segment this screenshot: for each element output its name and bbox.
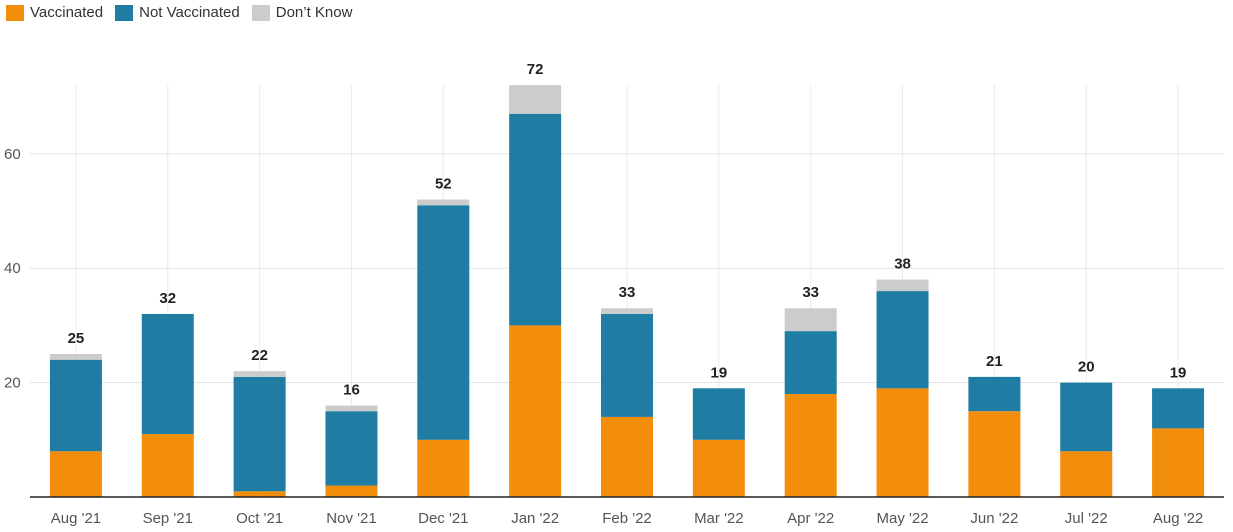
total-label: 19: [1170, 364, 1187, 381]
y-tick-label: 20: [4, 375, 21, 392]
x-tick-label: Nov '21: [326, 510, 376, 527]
legend-swatch-vaccinated: [6, 4, 24, 21]
x-tick-label: Jul '22: [1065, 510, 1108, 527]
bar-segment-vaccinated: [509, 325, 562, 497]
x-tick-label: Aug '22: [1153, 510, 1203, 527]
bar-segment-dont-know: [49, 354, 102, 360]
total-label: 38: [894, 256, 911, 273]
x-tick-label: Feb '22: [602, 510, 652, 527]
bar-segment-not-vaccinated: [417, 205, 470, 440]
y-tick-label: 40: [4, 260, 21, 277]
bar-segment-dont-know: [509, 85, 562, 114]
bar-segment-vaccinated: [968, 411, 1021, 497]
x-tick-label: Aug '21: [51, 510, 101, 527]
bar-segment-vaccinated: [141, 434, 194, 497]
legend-item-dont-know[interactable]: Don’t Know: [251, 4, 353, 21]
bar-segment-vaccinated: [1152, 428, 1205, 497]
x-tick-label: Apr '22: [787, 510, 834, 527]
bar-segment-not-vaccinated: [49, 359, 102, 452]
x-tick-label: Dec '21: [418, 510, 468, 527]
bar-segment-not-vaccinated: [692, 388, 745, 440]
legend-label-not-vaccinated: Not Vaccinated: [139, 4, 240, 21]
bar-segment-dont-know: [417, 199, 470, 206]
bar-segment-not-vaccinated: [509, 113, 562, 326]
bar-segment-vaccinated: [49, 451, 102, 497]
bars: [49, 85, 1205, 497]
chart-legend: Vaccinated Not Vaccinated Don’t Know: [6, 4, 352, 21]
legend-label-dont-know: Don’t Know: [275, 4, 353, 21]
x-tick-label: Sep '21: [143, 510, 193, 527]
bar-segment-vaccinated: [1060, 451, 1113, 497]
total-label: 33: [802, 284, 819, 301]
total-label: 33: [619, 284, 636, 301]
bar-segment-not-vaccinated: [1152, 388, 1205, 429]
x-tick-label: Jan '22: [511, 510, 559, 527]
bar-segment-dont-know: [784, 308, 837, 332]
bar-segment-vaccinated: [417, 439, 470, 497]
bar-segment-dont-know: [876, 279, 929, 292]
x-tick-label: Mar '22: [694, 510, 744, 527]
legend-label-vaccinated: Vaccinated: [30, 4, 104, 21]
y-tick-label: 60: [4, 146, 21, 163]
x-tick-label: Oct '21: [236, 510, 283, 527]
total-label: 20: [1078, 359, 1095, 376]
bar-segment-vaccinated: [876, 388, 929, 497]
bar-segment-vaccinated: [233, 491, 286, 497]
bar-segment-dont-know: [601, 308, 653, 314]
bar-segment-not-vaccinated: [784, 331, 837, 395]
total-label: 72: [527, 61, 544, 78]
bar-segment-not-vaccinated: [1060, 382, 1113, 452]
total-label: 22: [251, 347, 268, 364]
x-tick-label: May '22: [877, 510, 929, 527]
bar-segment-vaccinated: [784, 394, 837, 497]
total-label: 21: [986, 353, 1003, 370]
bar-segment-dont-know: [233, 371, 286, 377]
bar-segment-vaccinated: [325, 485, 378, 497]
bar-segment-vaccinated: [692, 439, 745, 497]
total-label: 25: [68, 330, 85, 347]
total-label: 32: [159, 290, 176, 307]
bar-segment-not-vaccinated: [233, 376, 286, 492]
bar-segment-not-vaccinated: [968, 376, 1021, 412]
legend-item-vaccinated[interactable]: Vaccinated: [6, 4, 103, 21]
total-label: 16: [343, 381, 360, 398]
total-label: 19: [711, 364, 728, 381]
bar-segment-dont-know: [325, 405, 378, 412]
bar-segment-not-vaccinated: [141, 313, 194, 435]
legend-swatch-not-vaccinated: [115, 4, 134, 21]
bar-segment-not-vaccinated: [325, 411, 378, 486]
bar-segment-vaccinated: [601, 416, 653, 497]
total-label: 52: [435, 176, 452, 193]
bar-segment-not-vaccinated: [601, 313, 653, 417]
legend-swatch-dont-know: [251, 4, 270, 21]
x-tick-label: Jun '22: [970, 510, 1018, 527]
bar-segment-not-vaccinated: [876, 291, 929, 389]
legend-item-not-vaccinated[interactable]: Not Vaccinated: [115, 4, 240, 21]
